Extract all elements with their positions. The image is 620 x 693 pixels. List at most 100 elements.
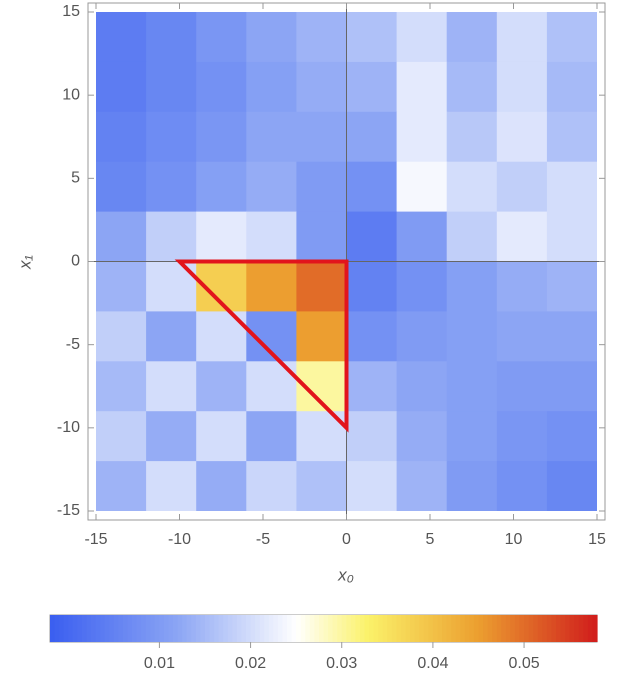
cell [396,61,448,113]
colorbar-segment [163,615,170,642]
cell [296,461,347,511]
colorbar-segment [132,615,138,642]
colorbar-segment [451,615,457,642]
cell [346,311,398,362]
cell [196,161,247,213]
cell [546,111,597,163]
cell [496,311,548,362]
colorbar-segment [378,615,384,642]
colorbar-segment [113,615,119,642]
colorbar-segment [195,615,202,642]
colorbar-segment [250,615,256,642]
colorbar-segment [519,615,525,642]
cell [446,161,498,213]
colorbar-segment [95,615,101,642]
colorbar-segment [173,615,179,642]
cell [296,111,347,163]
colorbar-segment [136,615,142,642]
cell [496,61,548,113]
cell [346,461,398,511]
colorbar-segment [560,615,566,642]
colorbar-segment [122,615,129,642]
colorbar-segment [473,615,480,642]
cell [146,12,197,63]
colorbar-segment [332,615,338,642]
cell [446,261,498,312]
cell [496,111,548,163]
cell [396,211,448,262]
colorbar-segment [469,615,475,642]
colorbar-segment [91,615,97,642]
cell [146,211,197,262]
cell [146,361,197,412]
y-tick-label: 5 [71,170,80,187]
x-tick-label: 0 [342,531,351,548]
cell [496,411,548,462]
triangle [174,259,349,433]
x-tick-label: 5 [426,531,435,548]
colorbar-segment [492,615,498,642]
colorbar-segment [246,615,252,642]
cell [496,461,548,511]
colorbar-tick-label: 0.01 [144,655,175,672]
colorbar-segment [323,615,329,642]
colorbar-segment [578,615,584,642]
cell [96,311,147,362]
colorbar-segment [359,615,366,642]
cell [396,111,448,163]
cell [446,61,498,113]
colorbar-segment [127,615,133,642]
colorbar-segment [86,615,92,642]
colorbar-segment [218,615,224,642]
cell [146,161,197,213]
cell [96,261,147,312]
x-tick-label: 15 [588,531,606,548]
colorbar-segment [141,615,147,642]
colorbar-segment [414,615,420,642]
colorbar-segment [478,615,484,642]
cell [196,461,247,511]
cell [346,361,398,412]
cell [146,311,197,362]
colorbar-segment [282,615,288,642]
cell [196,61,247,113]
cell [296,12,347,63]
colorbar-segment [227,615,233,642]
colorbar-segment [419,615,425,642]
colorbar-segment [496,615,502,642]
colorbar-tick-label: 0.03 [326,655,357,672]
colorbar-segment [396,615,402,642]
cell [396,261,448,312]
colorbar-segment [455,615,461,642]
colorbar-segment [305,615,311,642]
cell [396,12,448,63]
colorbar-segment [273,615,279,642]
cell [146,111,197,163]
cell [146,61,197,113]
colorbar-tick-label: 0.04 [417,655,448,672]
cell [96,361,147,412]
cell [396,161,448,213]
heatmap [96,12,597,511]
colorbar-segment [391,615,398,642]
colorbar-segment [287,615,293,642]
colorbar-segment [309,615,315,642]
cell [346,211,398,262]
colorbar-segment [487,615,493,642]
cell [496,211,548,262]
colorbar-segment [400,615,407,642]
colorbar-segment [109,615,115,642]
cell [296,161,347,213]
colorbar-segment [410,615,416,642]
colorbar-segment [168,615,174,642]
colorbar-segment [200,615,206,642]
y-tick-label: 10 [62,86,80,103]
colorbar-segment [259,615,265,642]
cell [546,211,597,262]
cell [296,211,347,262]
cell [546,61,597,113]
colorbar-segment [182,615,188,642]
colorbar-segment [428,615,434,642]
colorbar-segment [483,615,489,642]
y-tick-label: -5 [66,336,80,353]
